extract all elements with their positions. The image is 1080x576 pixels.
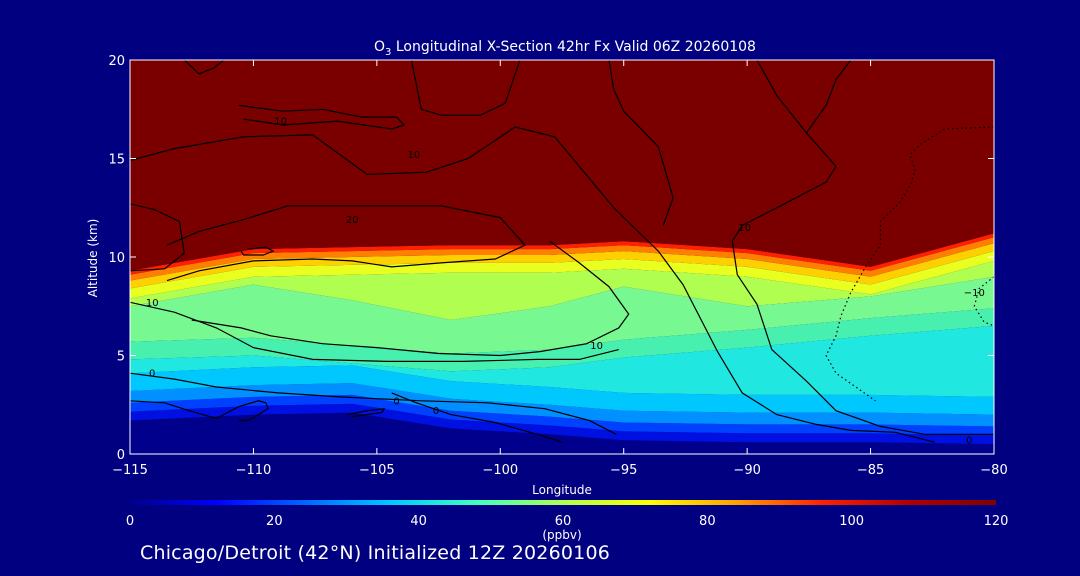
x-tick-label: −85: [857, 463, 884, 478]
contour-line-15: [608, 60, 674, 226]
contour-line-9: [347, 407, 386, 418]
contour-label-9: 0: [966, 436, 972, 447]
x-tick-label: −95: [610, 463, 637, 478]
ozone-band-3: [130, 383, 994, 427]
y-tick-label: 0: [117, 448, 125, 463]
contour-line-3: [130, 203, 185, 272]
y-tick-label: 10: [108, 251, 125, 266]
contour-line-13: [410, 60, 521, 116]
contour-line-4: [240, 246, 275, 256]
y-tick-label: 20: [108, 54, 125, 69]
ozone-band-0: [130, 412, 994, 454]
contour-line-1: [166, 205, 526, 282]
chart-title: O3 Longitudinal X-Section 42hr Fx Valid …: [374, 39, 756, 58]
x-tick-label: −110: [236, 463, 272, 478]
ozone-band-7: [130, 276, 994, 354]
contour-label-8: 0: [433, 406, 439, 417]
contour-line-12: [805, 60, 852, 134]
contour-line-6: [130, 301, 619, 362]
ozone-band-1: [130, 403, 994, 445]
contour-label-2: 20: [346, 215, 359, 226]
contour-lines: [130, 60, 994, 443]
footer-caption: Chicago/Detroit (42°N) Initialized 12Z 2…: [140, 542, 611, 564]
ozone-band-9: [130, 251, 994, 299]
colorbar: [130, 500, 996, 505]
y-axis-label: Altitude (km): [86, 219, 100, 298]
x-axis-label: Longitude: [532, 483, 592, 497]
contour-line-0: [130, 126, 935, 443]
x-tick-label: −105: [359, 463, 395, 478]
ozone-band-10: [130, 243, 994, 289]
contour-label-7: 0: [393, 396, 399, 407]
contour-line-8: [130, 400, 269, 422]
x-tick-label: −100: [482, 463, 518, 478]
ozone-band-8: [130, 260, 994, 320]
y-tick-label: 15: [108, 153, 125, 168]
x-tick-label: −115: [112, 463, 148, 478]
colorbar-tick-label: 60: [555, 514, 572, 529]
colorbar-tick-label: 80: [699, 514, 716, 529]
contour-label-5: 10: [590, 341, 603, 352]
colorbar-tick-label: 40: [410, 514, 427, 529]
ozone-band-6: [130, 308, 994, 372]
colorbar-tick-label: 120: [984, 514, 1009, 529]
colorbar-tick-label: 0: [126, 514, 134, 529]
colorbar-tick-label: 100: [839, 514, 864, 529]
contour-labels: 10 10 20 10 10 10 0 0 0 0 −10: [146, 117, 985, 447]
contour-label-1: 10: [408, 150, 421, 161]
ozone-band-4: [130, 365, 994, 415]
contour-label-3: 10: [738, 223, 751, 234]
colorbar-tick-label: 20: [266, 514, 283, 529]
chart-title-prefix: O: [374, 39, 385, 55]
y-tick-label: 5: [117, 350, 125, 365]
contour-line-17: [973, 276, 994, 327]
colorbar-unit-label: (ppbv): [542, 528, 581, 542]
ozone-band-2: [130, 394, 994, 436]
x-tick-label: −90: [733, 463, 760, 478]
contour-line-7: [130, 372, 617, 435]
contour-line-14: [183, 60, 225, 75]
chart-title-subscript: 3: [385, 47, 391, 58]
contour-line-11: [731, 60, 994, 435]
colorbar-ticks: 0 20 40 60 80 100 120: [126, 514, 1009, 529]
contour-label-0: 10: [274, 117, 287, 128]
contour-label-6: 0: [149, 369, 155, 380]
ozone-field: [130, 60, 994, 454]
x-tick-label: −80: [980, 463, 1007, 478]
contour-label-4: 10: [146, 298, 159, 309]
contour-label-10: −10: [964, 288, 985, 299]
chart-title-rest: Longitudinal X-Section 42hr Fx Valid 06Z…: [391, 39, 756, 55]
ozone-band-5: [130, 325, 994, 397]
contour-line-5: [191, 240, 630, 357]
contour-line-10: [391, 392, 563, 443]
ozone-band-13: [130, 60, 994, 271]
contour-line-2: [238, 104, 406, 130]
